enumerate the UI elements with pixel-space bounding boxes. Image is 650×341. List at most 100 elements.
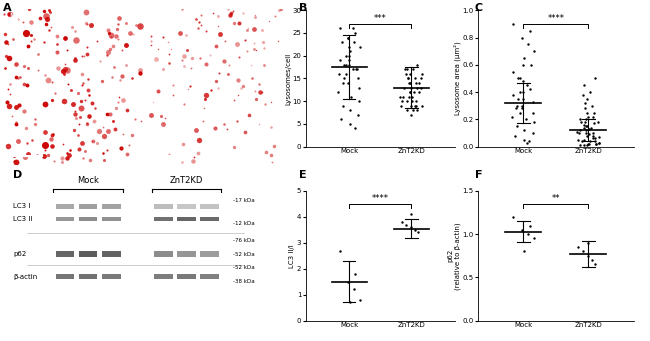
Point bbox=[343, 35, 353, 40]
Point bbox=[193, 151, 203, 156]
Point bbox=[41, 13, 51, 19]
Point bbox=[75, 114, 85, 120]
Point bbox=[404, 89, 415, 95]
Point bbox=[578, 83, 589, 88]
Point bbox=[414, 80, 424, 86]
Point bbox=[70, 57, 80, 62]
Point bbox=[587, 257, 597, 263]
FancyBboxPatch shape bbox=[79, 217, 97, 221]
Point bbox=[118, 97, 128, 102]
Point bbox=[46, 136, 56, 142]
Point bbox=[81, 10, 91, 15]
Point bbox=[573, 137, 583, 143]
Point bbox=[524, 138, 534, 144]
Point bbox=[27, 137, 37, 143]
Point bbox=[40, 73, 50, 78]
Point bbox=[408, 107, 419, 113]
Point bbox=[103, 129, 114, 134]
Point bbox=[106, 35, 116, 40]
Point bbox=[40, 147, 50, 153]
Point bbox=[26, 38, 36, 43]
Point bbox=[179, 102, 189, 107]
Point bbox=[266, 124, 276, 130]
Point bbox=[205, 87, 216, 93]
Point bbox=[98, 133, 109, 139]
Point bbox=[64, 147, 75, 153]
Point bbox=[87, 138, 98, 144]
Point bbox=[337, 39, 348, 45]
Point bbox=[95, 58, 105, 63]
Point bbox=[82, 121, 92, 127]
Point bbox=[343, 279, 353, 284]
Point bbox=[82, 21, 92, 27]
Point bbox=[403, 76, 413, 81]
Point bbox=[410, 76, 420, 81]
Point bbox=[214, 31, 225, 36]
Point bbox=[166, 47, 176, 52]
Point bbox=[415, 85, 426, 90]
Point bbox=[213, 85, 223, 90]
Point bbox=[270, 13, 281, 19]
Point bbox=[354, 85, 364, 90]
Y-axis label: p62
(relative to β-actin): p62 (relative to β-actin) bbox=[447, 222, 461, 290]
Point bbox=[211, 78, 222, 84]
Point bbox=[254, 122, 264, 127]
Point bbox=[194, 137, 205, 143]
Point bbox=[243, 25, 254, 30]
Point bbox=[224, 62, 234, 67]
Text: -76 kDa: -76 kDa bbox=[233, 238, 255, 243]
Text: -52 kDa: -52 kDa bbox=[233, 252, 255, 257]
FancyBboxPatch shape bbox=[154, 251, 173, 257]
Point bbox=[222, 72, 233, 77]
Point bbox=[344, 44, 354, 49]
Point bbox=[62, 68, 72, 73]
Point bbox=[515, 76, 525, 81]
Point bbox=[508, 92, 518, 98]
Point bbox=[86, 100, 97, 105]
Point bbox=[153, 89, 163, 94]
Point bbox=[229, 98, 239, 103]
Point bbox=[406, 112, 416, 118]
Point bbox=[185, 65, 196, 71]
Point bbox=[589, 110, 599, 115]
Text: β-actin: β-actin bbox=[13, 274, 37, 280]
Point bbox=[183, 87, 193, 92]
Point bbox=[164, 51, 175, 56]
Point bbox=[77, 71, 88, 76]
Point bbox=[246, 62, 257, 68]
Point bbox=[411, 99, 421, 104]
Point bbox=[46, 25, 56, 30]
Point bbox=[588, 130, 599, 136]
Point bbox=[588, 133, 598, 138]
Point bbox=[408, 66, 418, 72]
FancyBboxPatch shape bbox=[56, 251, 74, 257]
Point bbox=[249, 47, 259, 52]
Point bbox=[190, 16, 201, 22]
Point bbox=[508, 21, 519, 27]
Point bbox=[201, 28, 211, 33]
Point bbox=[518, 96, 528, 102]
Point bbox=[5, 91, 15, 97]
Point bbox=[90, 105, 100, 110]
FancyBboxPatch shape bbox=[177, 275, 196, 279]
Point bbox=[189, 154, 200, 160]
FancyBboxPatch shape bbox=[56, 217, 74, 221]
Point bbox=[3, 86, 14, 92]
Point bbox=[519, 55, 529, 61]
Point bbox=[47, 79, 57, 84]
Point bbox=[24, 6, 34, 12]
Point bbox=[70, 112, 80, 117]
Point bbox=[26, 20, 36, 25]
Point bbox=[405, 71, 415, 77]
Point bbox=[411, 80, 421, 86]
Point bbox=[127, 75, 137, 81]
Point bbox=[350, 126, 360, 131]
Point bbox=[62, 150, 72, 156]
Point bbox=[594, 140, 604, 145]
Point bbox=[73, 132, 83, 138]
Point bbox=[68, 101, 78, 107]
Point bbox=[92, 141, 103, 146]
Point bbox=[593, 119, 603, 125]
Point bbox=[136, 118, 146, 124]
Point bbox=[529, 236, 539, 241]
